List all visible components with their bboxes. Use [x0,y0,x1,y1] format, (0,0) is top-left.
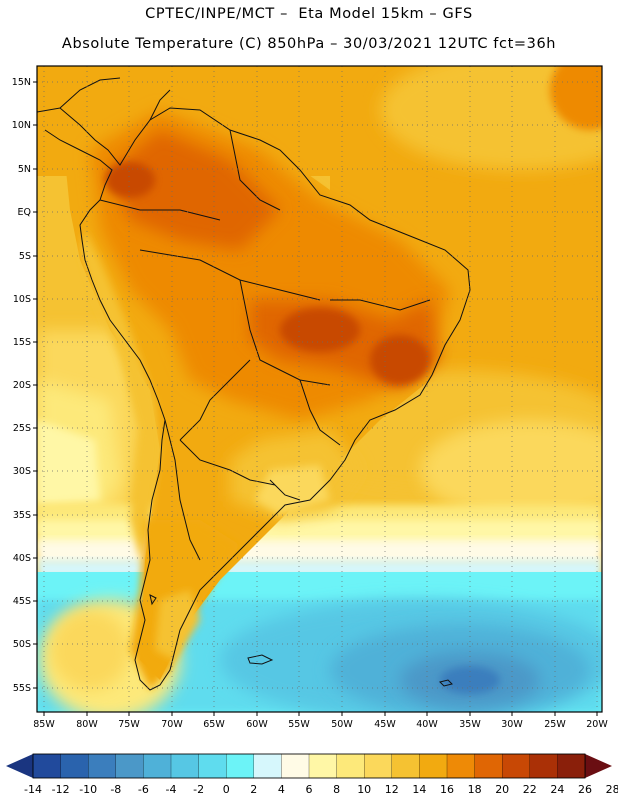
lon-label: 40W [416,719,438,730]
colorbar-label: 0 [223,783,230,796]
lon-label: 80W [76,719,98,730]
lon-label: 35W [459,719,481,730]
lon-label: 65W [203,719,225,730]
islands [149,594,453,687]
lat-label: 30S [13,466,31,477]
colorbar-cell [226,753,255,779]
colorbar-arrow-low [6,754,33,778]
colorbar-cell [198,753,227,779]
colorbar-label: 12 [385,783,399,796]
lon-label: 20W [586,719,608,730]
colorbar-cell [170,753,200,779]
lat-label: 25S [13,423,31,434]
lon-label: 45W [374,719,396,730]
colorbar-cells [32,753,586,779]
colorbar-label: 24 [550,783,564,796]
colorbar-label: -10 [79,783,97,796]
graticule [37,66,602,712]
colorbar-cell [557,753,586,779]
lon-label: 70W [161,719,183,730]
colorbar-label: -4 [166,783,177,796]
lat-label: 5S [19,251,31,262]
colorbar-labels: -14 -12 -10 -8 -6 -4 -2 0 2 4 6 8 10 12 14 16 18 20 22 24 26… [24,783,618,796]
colorbar-label: 20 [495,783,509,796]
lat-label: 5N [18,164,31,175]
colorbar-label: -2 [193,783,204,796]
colorbar-cell [115,753,144,779]
lat-label: 20S [13,380,31,391]
colorbar-cell [308,753,338,779]
colorbar-arrow-high [585,754,612,778]
colorbar-cell [446,753,476,779]
colorbar-cell [419,753,448,779]
lon-label: 85W [33,719,55,730]
lat-label: 55S [13,683,31,694]
latitude-labels: 15N 10N 5N EQ 5S 10S 15S 20S 25S 30S 35S… [12,77,31,694]
lat-label: EQ [18,207,31,218]
temperature-field [37,66,602,712]
coastlines [37,77,471,691]
lat-label: 15N [12,77,31,88]
lat-label: 50S [13,639,31,650]
colorbar-label: -8 [110,783,121,796]
colorbar-label: 6 [306,783,313,796]
axis-ticks [33,81,598,716]
lat-label: 35S [13,510,31,521]
colorbar-label: 2 [250,783,257,796]
lat-label: 45S [13,596,31,607]
colorbar-label: -12 [52,783,70,796]
colorbar-label: 22 [523,783,537,796]
colorbar-label: -14 [24,783,42,796]
colorbar-frame [32,753,586,779]
colorbar-cell [143,753,172,779]
colorbar-label: 28 [606,783,618,796]
lat-label: 40S [13,553,31,564]
longitude-labels: 85W 80W 75W 70W 65W 60W 55W 50W 45W 40W … [33,719,608,730]
colorbar-label: 16 [440,783,454,796]
colorbar-label: 10 [357,783,371,796]
lon-label: 30W [501,719,523,730]
colorbar-cell [474,753,503,779]
map-title-line1: CPTEC/INPE/MCT – Eta Model 15km – GFS [145,6,473,22]
map-title-line2: Absolute Temperature (C) 850hPa – 30/03/… [61,36,557,52]
lon-label: 55W [288,719,310,730]
colorbar-cell [529,753,558,779]
colorbar-label: 26 [578,783,592,796]
colorbar-cell [281,753,310,779]
colorbar-cell [336,753,365,779]
colorbar-cell [364,753,393,779]
colorbar-label: 8 [333,783,340,796]
colorbar-label: 4 [278,783,285,796]
lon-label: 25W [544,719,566,730]
lat-label: 10S [13,294,31,305]
lon-label: 60W [246,719,268,730]
colorbar: -14 -12 -10 -8 -6 -4 -2 0 2 4 6 8 10 12 14 16 18 20 22 24 26… [6,753,618,796]
lat-label: 10N [12,120,31,131]
colorbar-label: 18 [468,783,482,796]
colorbar-cell [60,753,89,779]
colorbar-cell [502,753,531,779]
colorbar-cell [32,753,62,779]
lon-label: 75W [118,719,140,730]
lat-label: 15S [13,337,31,348]
lon-label: 50W [331,719,353,730]
colorbar-label: 14 [412,783,426,796]
map-frame [36,65,603,713]
colorbar-cell [391,753,420,779]
colorbar-cell [253,753,282,779]
colorbar-cell [88,753,117,779]
colorbar-label: -6 [138,783,149,796]
